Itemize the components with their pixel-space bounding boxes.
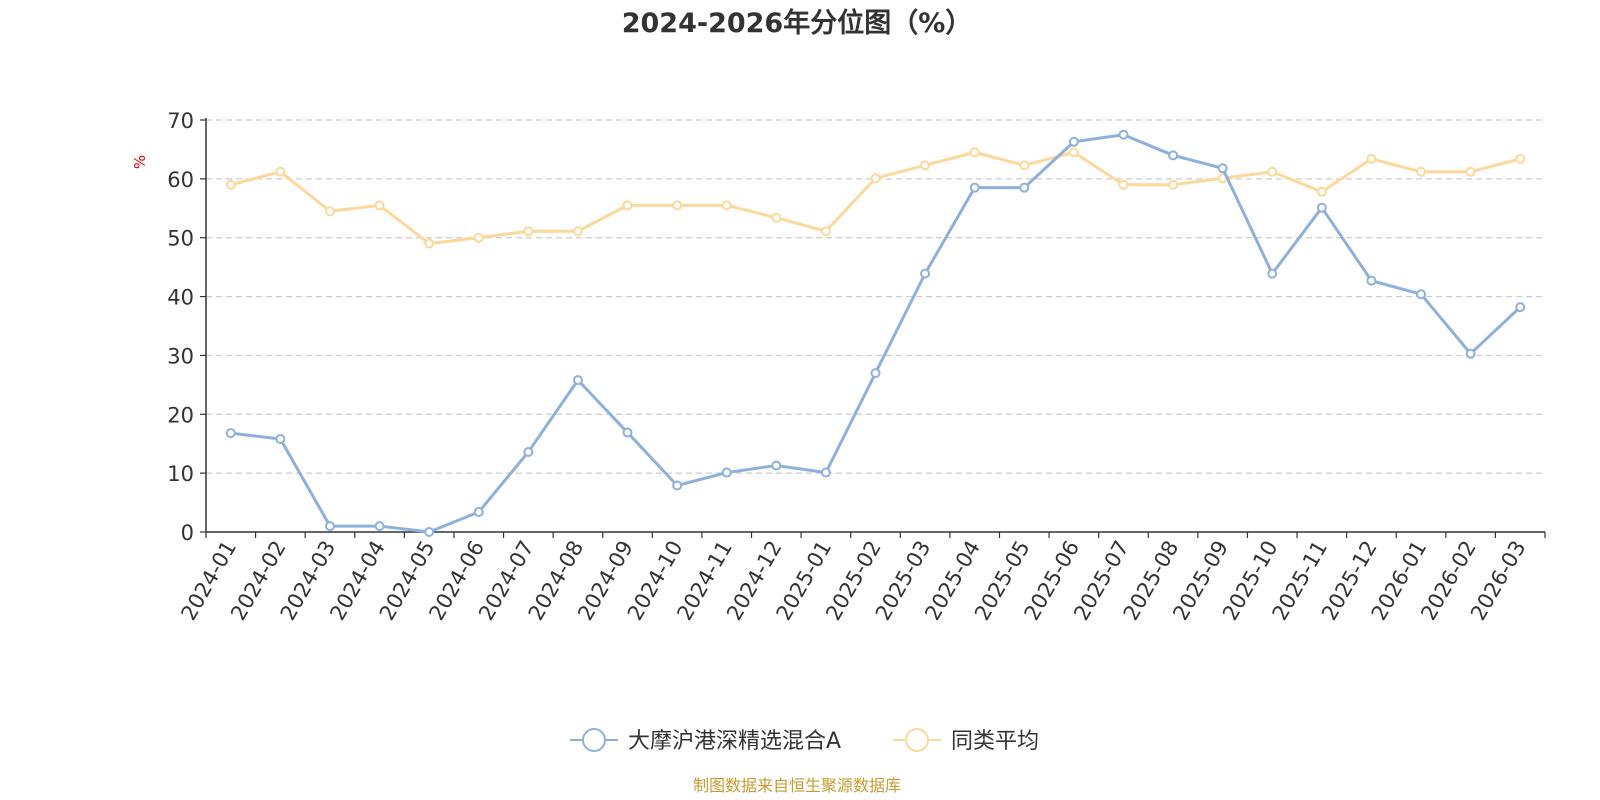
- y-tick-label: 20: [167, 403, 194, 427]
- data-point: [1366, 275, 1377, 286]
- data-point: [969, 147, 980, 158]
- data-point: [622, 200, 633, 211]
- data-point: [820, 467, 831, 478]
- data-point: [820, 226, 831, 237]
- data-point: [870, 368, 881, 379]
- legend-marker: [582, 728, 606, 752]
- legend-item-1[interactable]: 同类平均: [893, 728, 1039, 754]
- y-tick-label: 30: [167, 344, 194, 368]
- data-point: [969, 182, 980, 193]
- data-point: [473, 232, 484, 243]
- data-point: [870, 173, 881, 184]
- legend-item-0[interactable]: 大摩沪港深精选混合A: [570, 728, 841, 754]
- data-point: [1019, 160, 1030, 171]
- data-point: [622, 427, 633, 438]
- data-point: [920, 160, 931, 171]
- data-point: [572, 375, 583, 386]
- data-point: [1515, 302, 1526, 313]
- data-point: [672, 480, 683, 491]
- series-line: [230, 150, 1521, 246]
- data-point: [523, 446, 534, 457]
- data-point: [1019, 182, 1030, 193]
- data-point: [672, 200, 683, 211]
- data-point: [424, 238, 435, 249]
- data-point: [1316, 202, 1327, 213]
- data-point: [1465, 166, 1476, 177]
- data-point: [1068, 136, 1079, 147]
- y-tick-label: 0: [181, 521, 194, 545]
- y-tick-label: 50: [167, 227, 194, 251]
- series-line: [230, 133, 1522, 534]
- data-point: [572, 226, 583, 237]
- data-point: [771, 212, 782, 223]
- legend: 大摩沪港深精选混合A 同类平均: [570, 728, 1039, 754]
- data-point: [275, 434, 286, 445]
- data-point: [374, 200, 385, 211]
- data-point: [1366, 153, 1377, 164]
- data-point: [1267, 166, 1278, 177]
- data-point: [1068, 147, 1079, 158]
- series-0: [225, 129, 1526, 537]
- data-point: [721, 467, 732, 478]
- data-point: [1465, 348, 1476, 359]
- data-point: [1416, 289, 1427, 300]
- series-1: [225, 147, 1526, 249]
- data-point: [473, 506, 484, 517]
- data-point: [225, 428, 236, 439]
- y-axis-unit-label: %: [131, 155, 149, 169]
- data-point: [374, 521, 385, 532]
- data-source-note: 制图数据来自恒生聚源数据库: [693, 776, 901, 795]
- y-tick-label: 60: [167, 168, 194, 192]
- data-point: [523, 226, 534, 237]
- data-point: [324, 206, 335, 217]
- data-point: [721, 200, 732, 211]
- data-point: [324, 521, 335, 532]
- data-point: [424, 527, 435, 537]
- axes: 0102030405060702024-012024-022024-032024…: [167, 109, 1546, 624]
- data-point: [1416, 166, 1427, 177]
- data-point: [1217, 163, 1228, 174]
- chart-title: 2024-2026年分位图（%）: [622, 7, 973, 39]
- data-point: [771, 460, 782, 471]
- y-tick-label: 40: [167, 286, 194, 310]
- data-point: [1168, 179, 1179, 190]
- legend-label: 大摩沪港深精选混合A: [628, 729, 841, 754]
- legend-label: 同类平均: [951, 729, 1039, 754]
- data-point: [1316, 186, 1327, 197]
- data-point: [225, 179, 236, 190]
- gridlines: [206, 119, 1545, 474]
- data-point: [1168, 150, 1179, 161]
- series-lines: [225, 129, 1526, 537]
- data-point: [920, 268, 931, 279]
- data-point: [1515, 153, 1526, 164]
- data-point: [275, 166, 286, 177]
- y-tick-label: 70: [167, 109, 194, 133]
- legend-marker: [905, 728, 929, 752]
- data-point: [1118, 179, 1129, 190]
- data-point: [1267, 268, 1278, 279]
- y-tick-label: 10: [167, 462, 194, 486]
- data-point: [1118, 129, 1129, 140]
